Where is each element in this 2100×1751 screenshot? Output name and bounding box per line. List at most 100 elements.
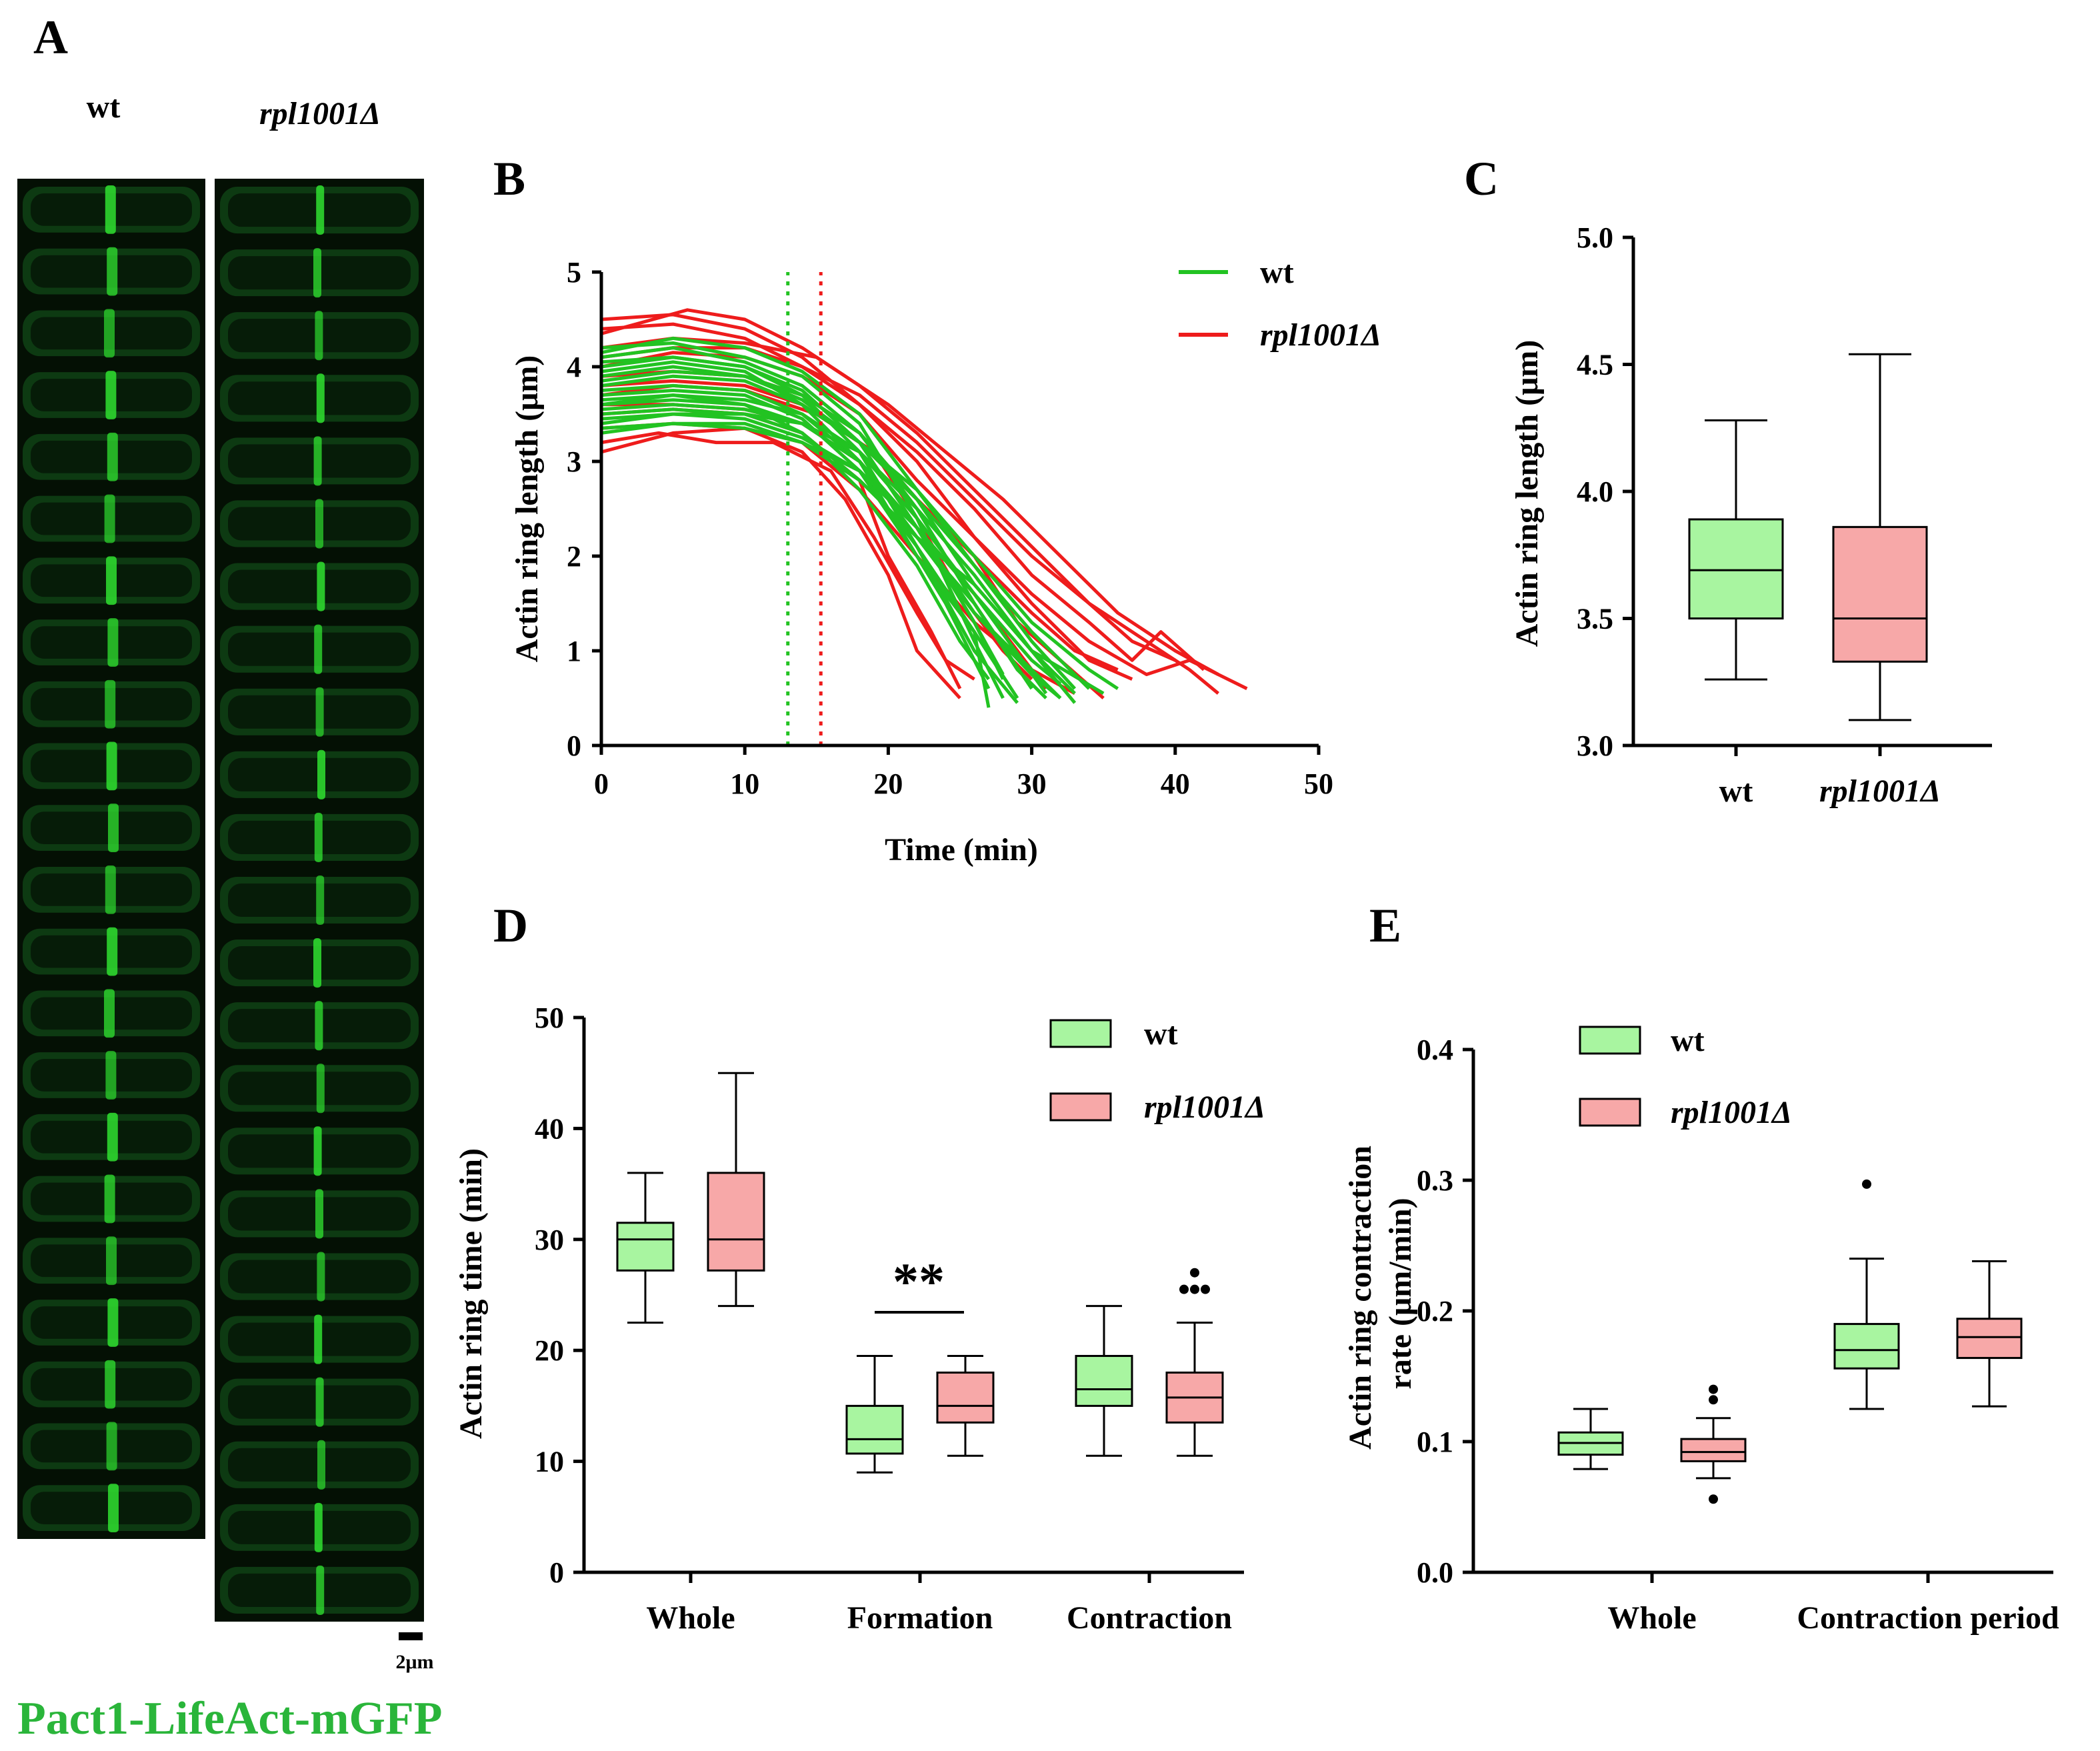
actin-ring-signal <box>314 1502 323 1552</box>
actin-ring-signal <box>313 1126 322 1176</box>
actin-ring-signal <box>315 1377 324 1427</box>
y-tick-label: 0 <box>549 1556 564 1589</box>
panel-d-y-axis-title: Actin ring time (min) <box>453 1148 489 1439</box>
y-tick-label: 4 <box>567 351 581 383</box>
trace-line <box>601 389 991 689</box>
y-tick-label: 40 <box>535 1112 564 1145</box>
trace-line <box>601 421 961 699</box>
actin-ring-signal <box>106 556 117 605</box>
box <box>1833 1323 1900 1370</box>
trace-line <box>601 365 1033 690</box>
actin-ring-signal <box>313 938 321 988</box>
box <box>616 1222 675 1272</box>
y-tick-label: 4.0 <box>1577 475 1613 508</box>
actin-ring-signal <box>316 1064 325 1114</box>
box <box>1832 525 1928 663</box>
panel-b-y-axis-title: Actin ring length (μm) <box>509 355 545 663</box>
legend-label-wt: wt <box>1144 1016 1178 1052</box>
y-tick-label: 30 <box>535 1224 564 1256</box>
legend-swatch-mutant <box>1049 1092 1112 1122</box>
box <box>1075 1355 1133 1407</box>
legend-label-wt: wt <box>1671 1023 1705 1058</box>
box <box>1688 518 1784 619</box>
y-tick-label: 0.4 <box>1417 1034 1453 1066</box>
actin-ring-signal <box>317 561 325 611</box>
marker-label: Pact1-LifeAct-mGFP <box>17 1693 443 1744</box>
actin-ring-signal <box>317 1440 325 1490</box>
actin-ring-signal <box>314 812 323 862</box>
panel-b-axes: 0 10 20 30 40 50 0 1 2 3 4 5 <box>567 256 1333 800</box>
panel-e-box-plot: 0.0 0.1 0.2 0.3 0.4 Whole Contraction period A… <box>1343 1023 2059 1636</box>
panel-d-box-plot: 0 10 20 30 40 50 Whole Formation Contraction Act… <box>453 1002 1265 1636</box>
y-tick-label: 0.1 <box>1417 1426 1453 1458</box>
box <box>845 1404 904 1455</box>
outlier-point <box>1862 1179 1871 1189</box>
x-tick-label: 50 <box>1304 767 1333 800</box>
x-category-label: wt <box>1719 773 1753 809</box>
panel-b-x-axis-title: Time (min) <box>885 832 1038 867</box>
actin-ring-signal <box>107 432 118 481</box>
actin-ring-signal <box>107 927 118 976</box>
y-axis-title-line-2: rate (μm/min) <box>1383 1198 1418 1389</box>
actin-ring-signal <box>104 309 115 358</box>
panel-c-plot: 3.0 3.5 4.0 4.5 5.0 wt rpl1001Δ <box>1577 221 1992 809</box>
y-tick-label: 50 <box>535 1002 564 1034</box>
outlier-point <box>1709 1494 1718 1504</box>
trace-lines <box>601 308 1248 708</box>
panel-label-d: D <box>493 899 528 952</box>
trace-line <box>601 336 1219 676</box>
actin-ring-signal <box>313 248 321 298</box>
box <box>1956 1318 2023 1360</box>
actin-ring-signal <box>108 1484 119 1532</box>
y-tick-label: 0.3 <box>1417 1164 1453 1197</box>
y-tick-label: 3.5 <box>1577 603 1613 635</box>
actin-ring-signal <box>105 371 117 419</box>
actin-ring-signal <box>315 1189 323 1239</box>
y-tick-label: 5.0 <box>1577 221 1613 254</box>
panel-label-b: B <box>493 152 525 205</box>
box <box>1680 1438 1747 1462</box>
actin-ring-signal <box>105 1360 116 1409</box>
y-tick-label: 1 <box>567 635 581 667</box>
y-axis-title-line-1: Actin ring contraction <box>1343 1146 1378 1450</box>
actin-ring-signal <box>316 875 325 926</box>
panel-c-y-axis-title: Actin ring length (μm) <box>1509 340 1545 647</box>
y-tick-label: 10 <box>535 1446 564 1478</box>
actin-ring-signal <box>316 185 325 235</box>
y-tick-label: 0.2 <box>1417 1295 1453 1328</box>
panel-b-line-chart: 0 10 20 30 40 50 0 1 2 3 4 5 Time (min) Actin ring … <box>509 255 1381 867</box>
mutant-kymograph-strip <box>215 179 424 1622</box>
legend-swatch-mutant <box>1579 1098 1641 1127</box>
actin-ring-signal <box>314 624 323 674</box>
actin-ring-signal <box>317 1252 325 1302</box>
actin-ring-signal <box>315 311 323 361</box>
scale-bar-label: 2μm <box>396 1651 434 1673</box>
panel-label-a: A <box>33 11 68 64</box>
actin-ring-signal <box>315 1001 323 1051</box>
x-category-label: Whole <box>1607 1600 1696 1636</box>
y-tick-label: 20 <box>535 1334 564 1367</box>
trace-line <box>601 398 1005 675</box>
actin-ring-signal <box>107 1112 118 1162</box>
trace-line <box>601 308 1219 695</box>
panel-d-plot: 0 10 20 30 40 50 Whole Formation Contraction <box>535 1002 1244 1636</box>
panel-label-c: C <box>1464 152 1499 205</box>
wt-column-label: wt <box>87 89 121 125</box>
actin-ring-signal <box>315 499 323 549</box>
trace-line <box>601 403 1077 704</box>
legend-label-mutant: rpl1001Δ <box>1144 1090 1265 1125</box>
legend-label-mutant: rpl1001Δ <box>1671 1095 1792 1130</box>
box <box>936 1371 995 1424</box>
x-category-label: rpl1001Δ <box>1819 773 1941 809</box>
trace-line <box>601 346 1176 662</box>
actin-ring-signal <box>105 185 116 234</box>
mutant-column-label: rpl1001Δ <box>259 96 381 131</box>
trace-line <box>601 412 1062 685</box>
actin-ring-signal <box>313 436 322 486</box>
significance-marker: ** <box>893 1252 945 1310</box>
outlier-point <box>1179 1284 1189 1294</box>
y-tick-label: 0.0 <box>1417 1556 1453 1589</box>
actin-ring-signal <box>105 865 116 914</box>
scale-bar <box>399 1632 423 1640</box>
